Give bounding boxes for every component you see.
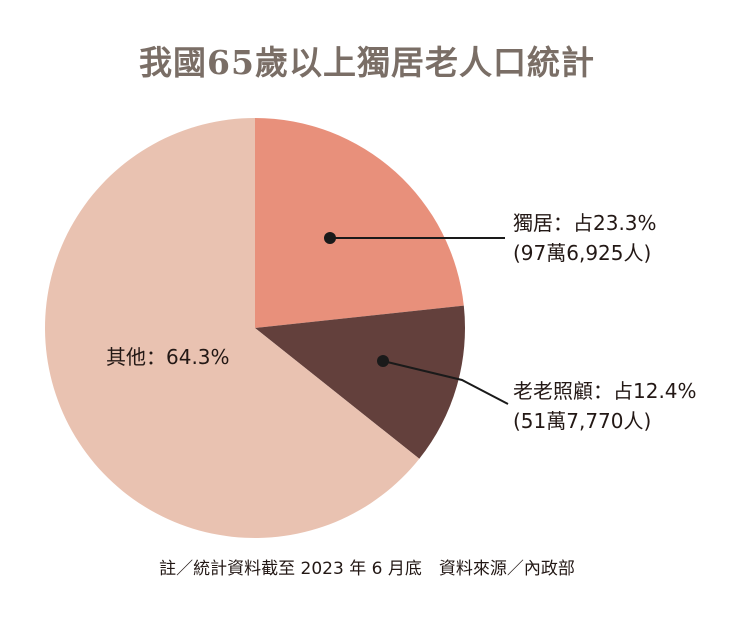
chart-title: 我國65歲以上獨居老人口統計 xyxy=(139,43,595,82)
footnote: 註／統計資料截至 2023 年 6 月底 資料來源／內政部 xyxy=(159,559,575,579)
label-solo: 獨居：占23.3% (97萬6,925人) xyxy=(513,208,657,268)
label-care-count: (51萬7,770人) xyxy=(513,409,652,433)
marker-dot-solo xyxy=(324,232,336,244)
leader-line-care xyxy=(382,360,509,405)
label-solo-count: (97萬6,925人) xyxy=(513,241,652,265)
pie-slice-2 xyxy=(45,118,420,538)
marker-dot-care xyxy=(377,355,389,367)
label-care: 老老照顧：占12.4% (51萬7,770人) xyxy=(513,376,697,436)
label-other-percent: 其他：64.3% xyxy=(106,345,230,369)
pie-slice-0 xyxy=(255,118,464,328)
label-solo-percent: 獨居：占23.3% xyxy=(513,211,657,235)
label-other: 其他：64.3% xyxy=(106,342,230,372)
label-care-percent: 老老照顧：占12.4% xyxy=(513,379,697,403)
pie-slice-1 xyxy=(255,305,465,459)
